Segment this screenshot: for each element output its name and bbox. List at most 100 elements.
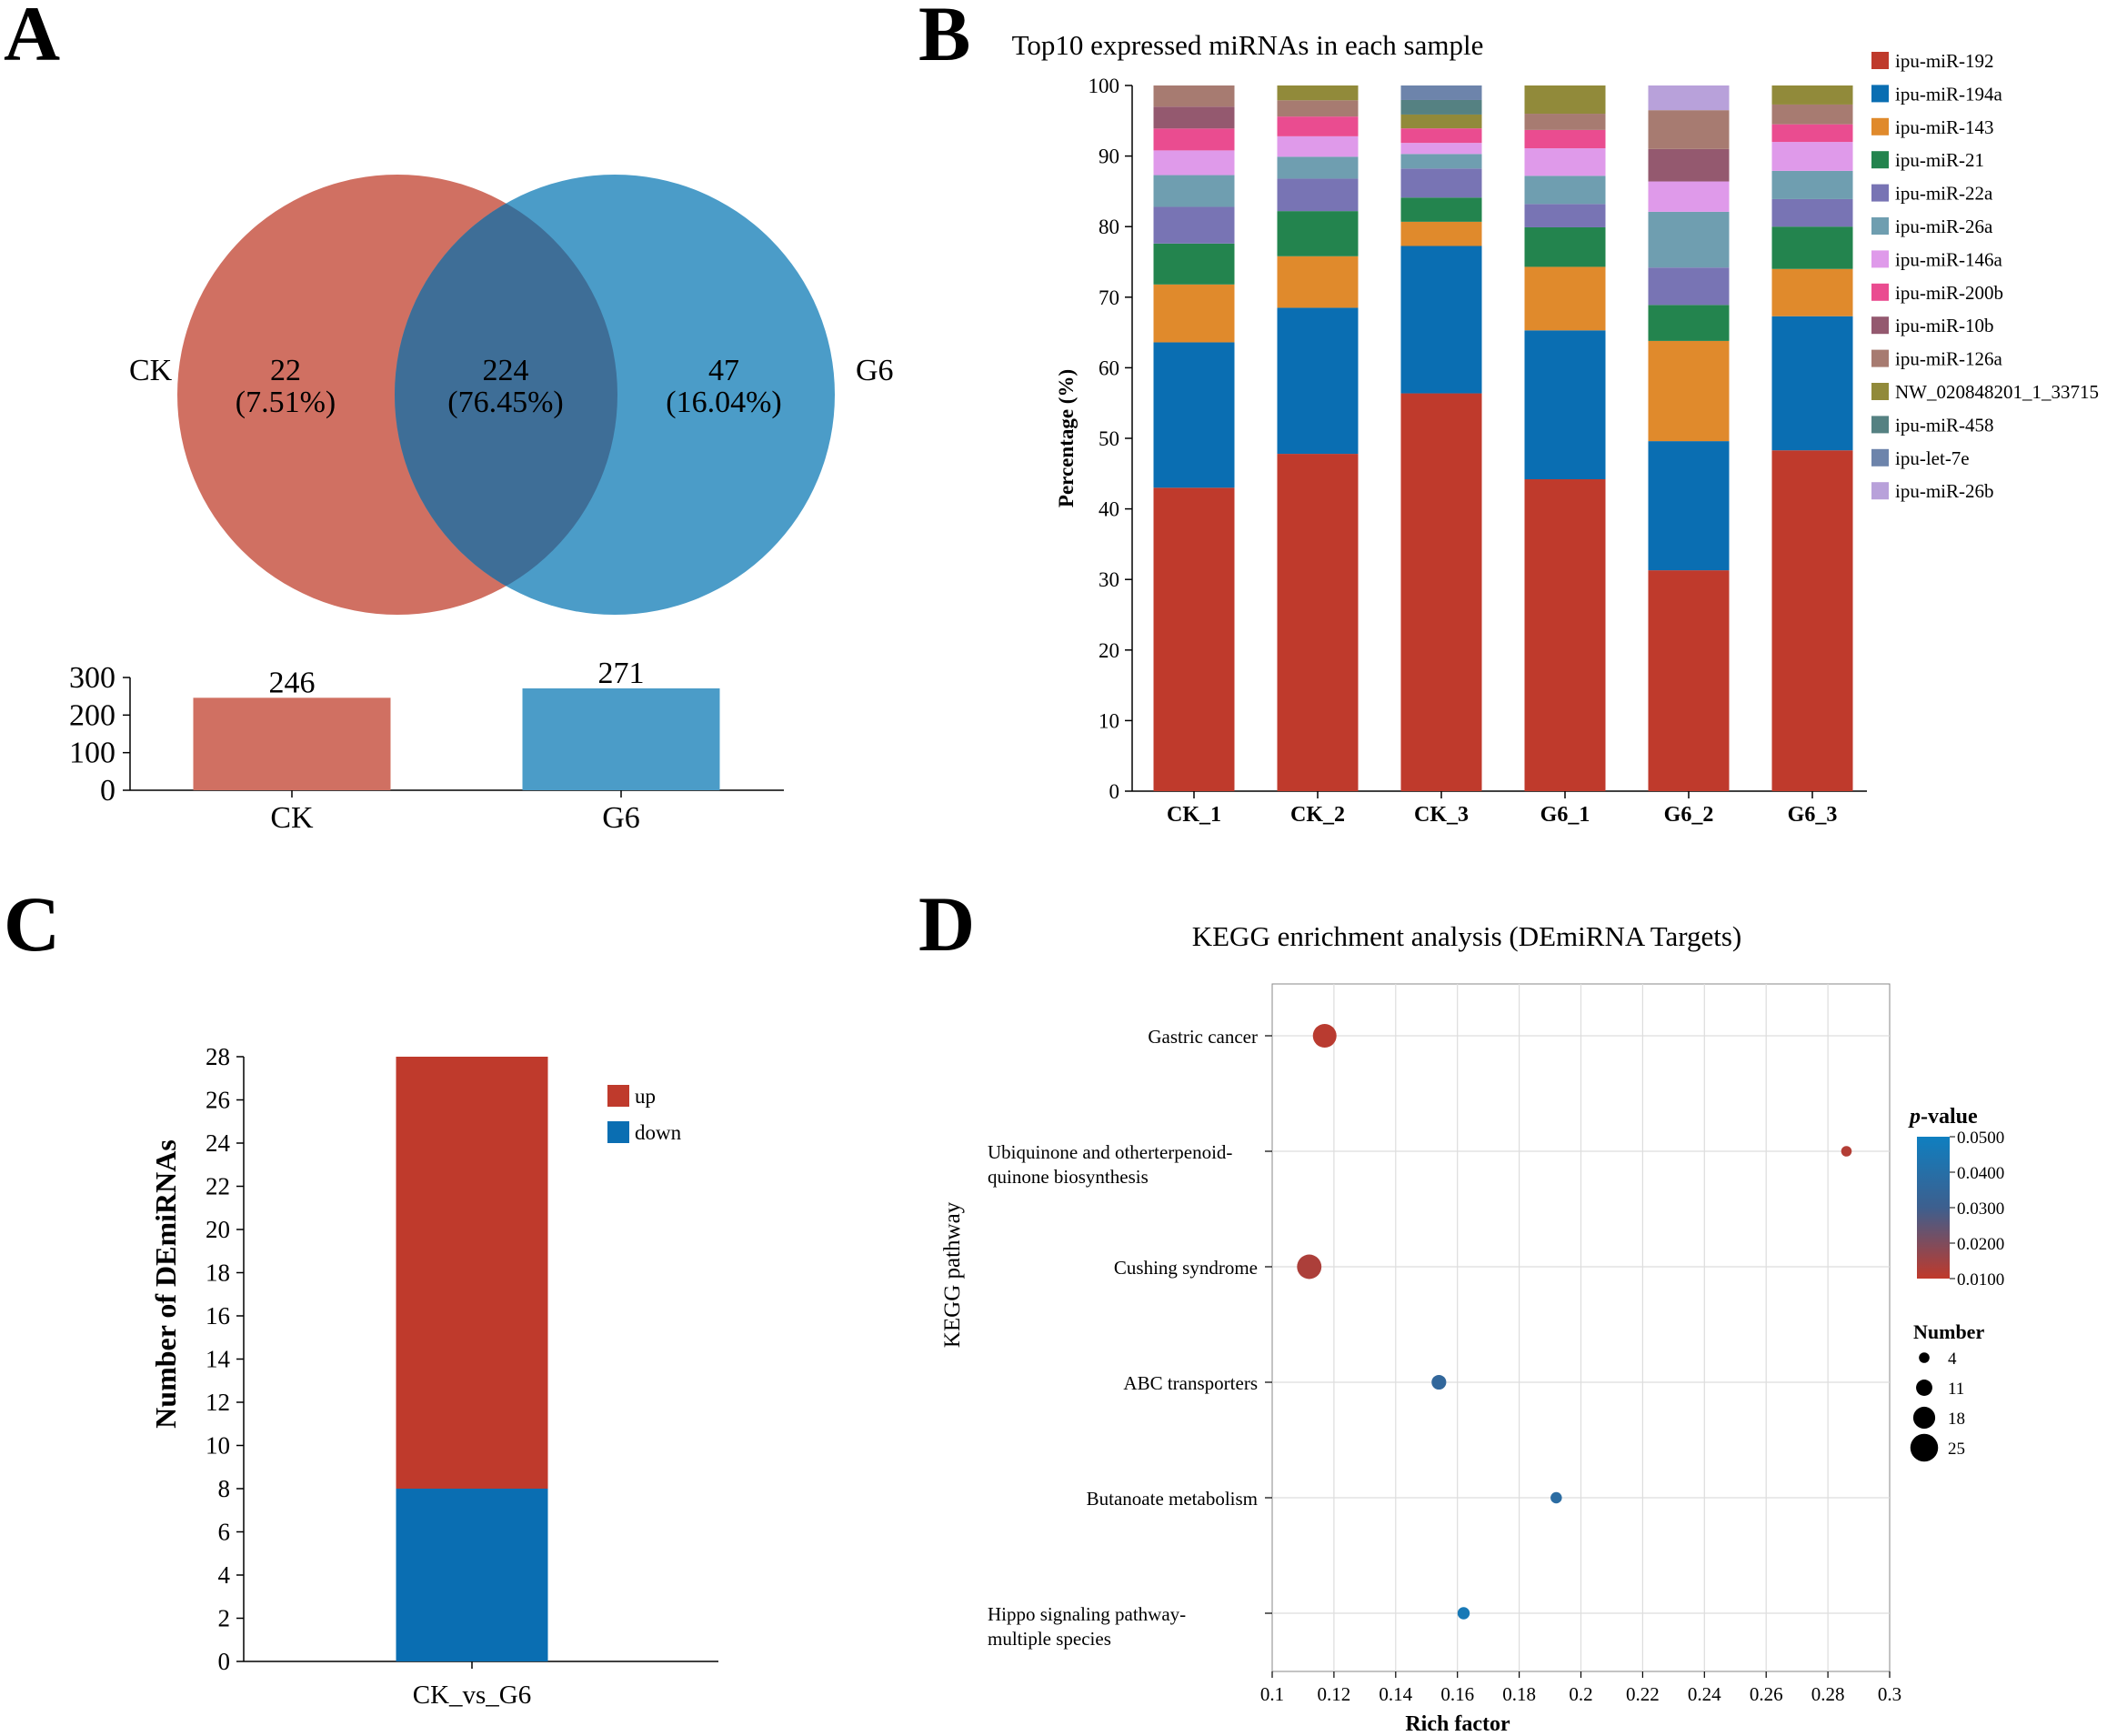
- chart-b-xlabel-ck_2: CK_2: [1290, 803, 1345, 827]
- size-legend-dot-11: [1916, 1380, 1932, 1396]
- chart-b-segment-g6_1-7: [1524, 129, 1606, 149]
- size-legend-label-11: 11: [1948, 1380, 1964, 1399]
- chart-c-ytick-label-28: 28: [206, 1043, 230, 1070]
- chart-b-legend-label-9: ipu-miR-126a: [1895, 348, 2002, 370]
- chart-b-xlabel-g6_3: G6_3: [1788, 803, 1838, 827]
- chart-b-legend-swatch-11: [1871, 416, 1889, 434]
- chart-b-segment-ck_3-7: [1400, 128, 1482, 144]
- chart-b-segment-g6_1-1: [1524, 330, 1606, 480]
- chart-c-bar-down: [396, 1489, 548, 1661]
- demirna-count-chart: Number of DEmiRNAs 024681012141618202224…: [149, 1043, 718, 1710]
- chart-b-segment-ck_2-7: [1277, 116, 1359, 136]
- chart-b-ytick-label-60: 60: [1099, 356, 1119, 379]
- chart-b-segment-g6_2-4: [1648, 267, 1730, 306]
- chart-b-segment-ck_1-0: [1153, 487, 1235, 791]
- size-legend-dot-18: [1912, 1406, 1936, 1430]
- panel-letter-b: B: [918, 0, 970, 77]
- chart-b-segment-g6_1-4: [1524, 204, 1606, 227]
- chart-b-segment-ck_3-1: [1400, 246, 1482, 394]
- chart-c-legend-swatch-up: [607, 1085, 629, 1107]
- chart-b-xlabel-ck_3: CK_3: [1414, 803, 1469, 827]
- chart-b-legend-swatch-7: [1871, 283, 1889, 301]
- chart-b-segment-ck_2-6: [1277, 135, 1359, 157]
- chart-c-ytick-label-2: 2: [218, 1605, 231, 1632]
- chart-d-xtick-label-4: 0.18: [1502, 1683, 1536, 1705]
- panel-letter-c: C: [4, 880, 60, 968]
- chart-b-xlabel-ck_1: CK_1: [1167, 803, 1221, 827]
- number-size-legend: Number 4 11 18 25: [1910, 1320, 1984, 1462]
- chart-d-xtick-label-2: 0.14: [1379, 1683, 1412, 1705]
- chart-d-xtick-label-5: 0.2: [1569, 1683, 1592, 1705]
- chart-b-segment-ck_2-9: [1277, 100, 1359, 117]
- chart-b-legend-swatch-9: [1871, 349, 1889, 367]
- chart-d-pathway-label-2: Cushing syndrome: [1114, 1257, 1258, 1279]
- chart-d-pathway-label-1-line1: Ubiquinone and otherterpenoid-: [988, 1141, 1232, 1163]
- set-size-value-g6: 271: [598, 657, 645, 690]
- chart-b-segment-ck_2-5: [1277, 156, 1359, 179]
- chart-d-pathway-label-5-line1: Hippo signaling pathway-: [988, 1603, 1186, 1625]
- chart-c-bar-up: [396, 1057, 548, 1489]
- chart-c-ytick-label-12: 12: [206, 1389, 230, 1416]
- chart-b-segment-g6_1-9: [1524, 114, 1606, 130]
- chart-b-legend-label-5: ipu-miR-26a: [1895, 216, 1993, 237]
- chart-d-xlabel: Rich factor: [1405, 1712, 1510, 1736]
- chart-b-segment-g6_1-10: [1524, 85, 1606, 115]
- chart-d-point-4: [1550, 1491, 1562, 1504]
- chart-b-legend-label-0: ipu-miR-192: [1895, 50, 1994, 72]
- chart-b-segment-g6_2-3: [1648, 305, 1730, 341]
- chart-b-segment-g6_2-8: [1648, 148, 1730, 182]
- chart-d-xtick-label-3: 0.16: [1440, 1683, 1474, 1705]
- chart-b-ytick-label-90: 90: [1099, 146, 1119, 168]
- chart-b-title: Top10 expressed miRNAs in each sample: [1012, 29, 1484, 61]
- chart-b-ytick-label-0: 0: [1109, 780, 1120, 803]
- chart-b-segment-ck_2-10: [1277, 85, 1359, 101]
- chart-b-legend-label-7: ipu-miR-200b: [1895, 282, 2003, 304]
- chart-d-title: KEGG enrichment analysis (DEmiRNA Target…: [1192, 920, 1742, 952]
- chart-b-segment-ck_1-9: [1153, 85, 1235, 107]
- set-size-value-ck: 246: [269, 666, 316, 699]
- chart-b-segment-ck_3-2: [1400, 221, 1482, 246]
- chart-b-ytick-label-40: 40: [1099, 498, 1119, 521]
- chart-c-legend-swatch-down: [607, 1121, 629, 1143]
- chart-d-point-3: [1431, 1374, 1447, 1390]
- chart-c-ytick-label-20: 20: [206, 1216, 230, 1243]
- colorbar-tick-label-0: 0.0500: [1957, 1129, 2004, 1148]
- chart-c-xlabel: CK_vs_G6: [413, 1681, 532, 1710]
- chart-b-xlabel-g6_2: G6_2: [1664, 803, 1714, 827]
- chart-b-segment-g6_1-2: [1524, 266, 1606, 331]
- set-size-xlabel-ck: CK: [270, 801, 314, 835]
- set-size-ytick-label-200: 200: [69, 698, 115, 732]
- chart-b-segment-g6_2-13: [1648, 85, 1730, 111]
- chart-b-legend-label-1: ipu-miR-194a: [1895, 83, 2002, 105]
- chart-b-legend-swatch-5: [1871, 217, 1889, 235]
- chart-b-segment-g6_1-0: [1524, 479, 1606, 791]
- chart-b-segment-ck_3-5: [1400, 154, 1482, 169]
- chart-b-legend-label-11: ipu-miR-458: [1895, 414, 1994, 436]
- chart-d-pathway-label-5-line2: multiple species: [988, 1628, 1111, 1650]
- chart-b-legend-swatch-0: [1871, 52, 1889, 69]
- chart-b-legend-label-2: ipu-miR-143: [1895, 116, 1994, 138]
- chart-b-legend-label-3: ipu-miR-21: [1895, 149, 1984, 171]
- chart-b-segment-ck_1-5: [1153, 175, 1235, 207]
- colorbar-gradient: [1917, 1137, 1950, 1279]
- chart-c-ytick-label-10: 10: [206, 1432, 230, 1460]
- chart-b-segment-ck_2-0: [1277, 454, 1359, 791]
- chart-b-legend-label-4: ipu-miR-22a: [1895, 183, 1993, 205]
- chart-b-segment-ck_3-11: [1400, 99, 1482, 115]
- chart-c-legend-label-down: down: [635, 1121, 682, 1144]
- chart-b-legend-label-13: ipu-miR-26b: [1895, 480, 1994, 502]
- set-size-bar-ck: [193, 697, 391, 790]
- colorbar-title-p: p: [1908, 1105, 1921, 1129]
- chart-d-xtick-label-9: 0.28: [1811, 1683, 1845, 1705]
- chart-b-legend-label-8: ipu-miR-10b: [1895, 315, 1994, 336]
- chart-b-segment-ck_1-7: [1153, 128, 1235, 151]
- chart-b-segment-g6_2-5: [1648, 211, 1730, 268]
- set-size-xlabel-g6: G6: [602, 801, 640, 835]
- chart-b-segment-g6_2-0: [1648, 570, 1730, 791]
- chart-c-ytick-label-16: 16: [206, 1302, 230, 1330]
- chart-d-xtick-label-7: 0.24: [1688, 1683, 1721, 1705]
- chart-b-segment-ck_3-12: [1400, 85, 1482, 100]
- set-size-ytick-label-300: 300: [69, 661, 115, 695]
